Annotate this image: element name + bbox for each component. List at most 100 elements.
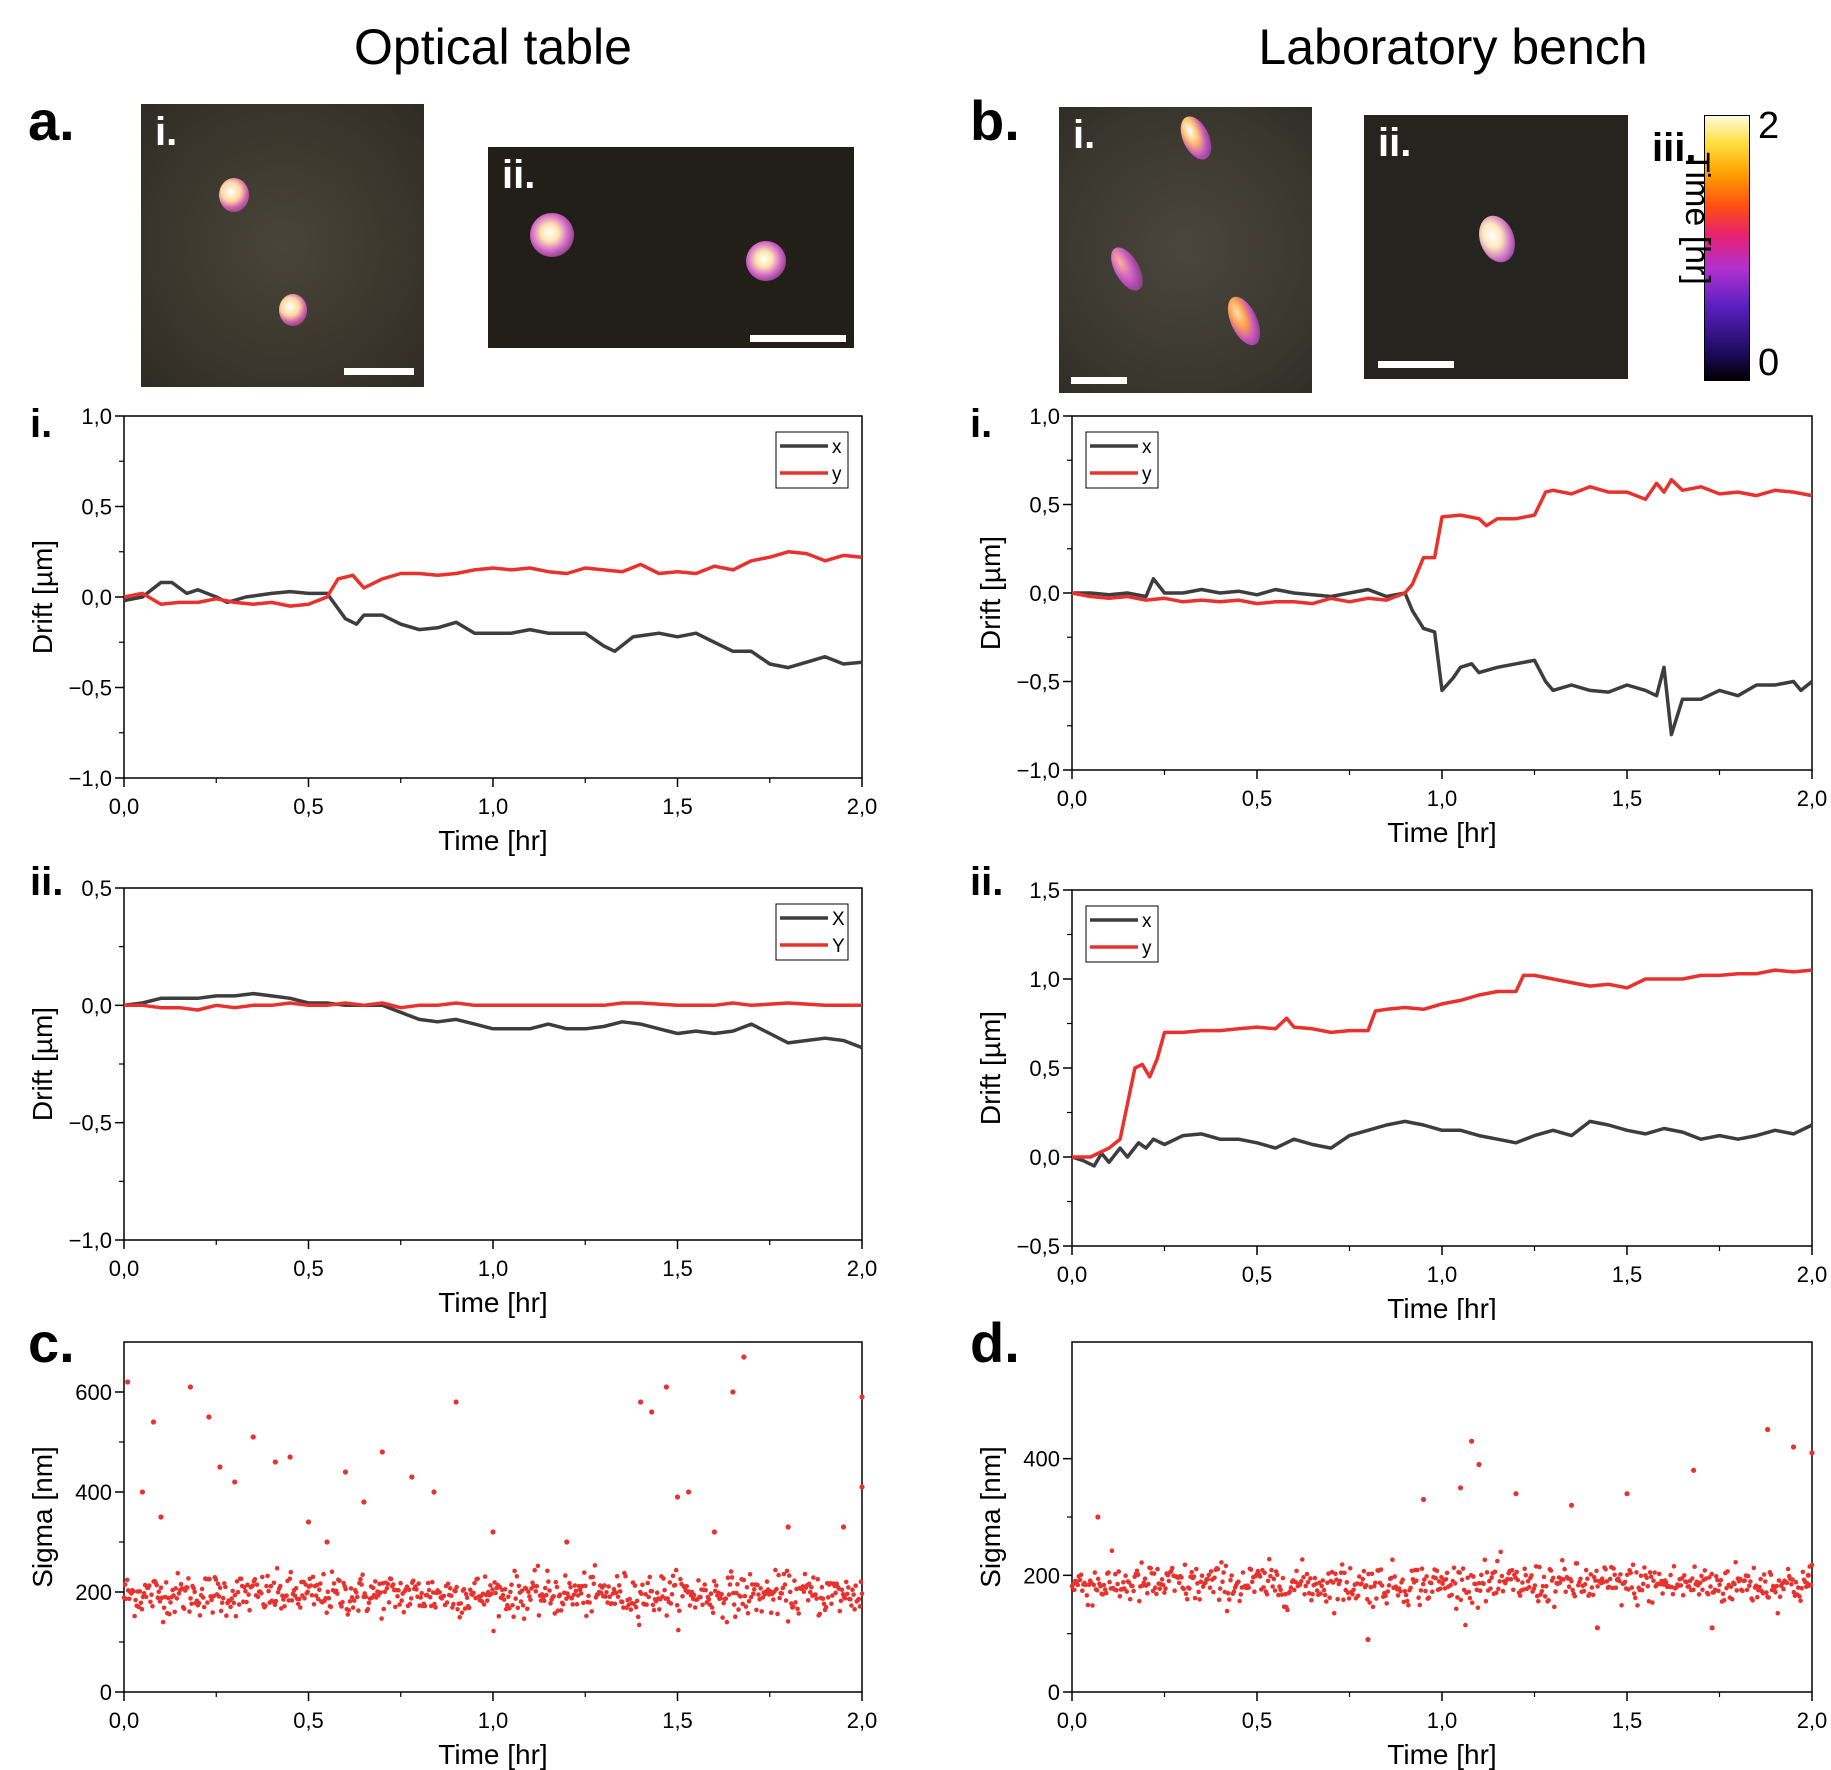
scatter-point (1166, 1578, 1172, 1584)
series-line-y (1071, 477, 1813, 606)
chart-a-ii: 0,0 0,5 1,0 1,5 2,0 −1,0 −0,5 0,0 0,5 Time [hr] Dr… (27, 876, 877, 1318)
scatter-point (1414, 1578, 1419, 1583)
scatter-point (1557, 1580, 1563, 1586)
legend-box (1085, 431, 1159, 489)
scatter-point (1498, 1549, 1503, 1555)
scatter-point (708, 1591, 714, 1596)
scatter-point (541, 1598, 547, 1603)
series-line-y (124, 1001, 862, 1012)
scatter-point (492, 1580, 497, 1585)
scatter-point (1768, 1572, 1774, 1577)
scatter-point (1155, 1566, 1160, 1572)
scatter-point (583, 1583, 588, 1589)
scatter-point (1151, 1571, 1157, 1576)
scatter-point (1103, 1590, 1109, 1596)
scale-bar (1071, 377, 1127, 384)
scatter-point (244, 1599, 249, 1605)
scatter-point (640, 1582, 645, 1588)
scatter-point (1798, 1598, 1803, 1604)
scatter-point (1072, 1587, 1077, 1593)
scatter-point (1763, 1579, 1768, 1584)
scatter-point (1570, 1587, 1575, 1593)
scatter-point (1314, 1588, 1320, 1593)
scatter-point (1593, 1578, 1598, 1583)
scatter-point (451, 1601, 456, 1607)
scatter-point (1517, 1593, 1523, 1598)
scatter-point (808, 1589, 813, 1595)
scatter-point (1540, 1583, 1546, 1589)
scatter-point (607, 1594, 612, 1599)
scatter-point (454, 1584, 459, 1590)
scale-bar (750, 335, 846, 342)
scatter-point (1216, 1597, 1222, 1603)
scatter-point (196, 1600, 202, 1606)
scatter-point (1476, 1580, 1482, 1586)
scatter-point (388, 1576, 394, 1582)
scatter-point (431, 1489, 437, 1495)
scatter-point (1668, 1572, 1673, 1578)
scatter-point (501, 1597, 507, 1602)
scatter-point (801, 1589, 807, 1594)
scatter-point (755, 1582, 760, 1588)
scatter-point (726, 1592, 732, 1597)
scatter-point (484, 1598, 490, 1603)
scatter-point (1776, 1578, 1782, 1583)
scatter-point (1692, 1564, 1697, 1569)
scatter-point (1476, 1461, 1482, 1468)
y-tick-label: 0,0 (81, 993, 112, 1018)
scatter-point (192, 1589, 197, 1595)
scatter-point (620, 1599, 625, 1605)
scatter-point (663, 1384, 670, 1390)
scatter-point (632, 1583, 638, 1588)
scatter-point (1625, 1572, 1630, 1578)
scatter-point (489, 1591, 494, 1597)
scatter-point (692, 1605, 698, 1610)
image-label-ii: ii. (502, 153, 536, 197)
scatter-point (453, 1588, 458, 1594)
scatter-point (1628, 1570, 1633, 1576)
scatter-point (1541, 1574, 1547, 1580)
scatter-point (1276, 1592, 1281, 1598)
scatter-point (1134, 1568, 1140, 1574)
scatter-point (573, 1588, 579, 1594)
scatter-point (461, 1587, 467, 1592)
scatter-point (288, 1569, 294, 1575)
scatter-point (1525, 1578, 1531, 1584)
scatter-point (1610, 1585, 1615, 1591)
particle (1174, 111, 1218, 165)
scatter-point (1139, 1560, 1144, 1565)
scatter-point (1747, 1583, 1752, 1588)
y-tick-label: 0,0 (1029, 581, 1060, 606)
scatter-point (651, 1607, 657, 1613)
scatter-point (1199, 1573, 1205, 1578)
scatter-point (122, 1582, 128, 1587)
scatter-point (466, 1605, 472, 1611)
scatter-point (201, 1604, 207, 1610)
scatter-point (1160, 1582, 1166, 1588)
scatter-point (1113, 1571, 1118, 1577)
scatter-point (1793, 1579, 1799, 1585)
scatter-point (275, 1590, 281, 1595)
scatter-point (197, 1613, 203, 1618)
scatter-point (848, 1596, 853, 1602)
scatter-point (1523, 1572, 1529, 1578)
scatter-point (1109, 1548, 1115, 1553)
x-tick-label: 0,5 (1242, 1708, 1273, 1733)
scatter-point (437, 1590, 443, 1595)
scatter-point (1183, 1591, 1189, 1596)
scatter-point (1344, 1580, 1350, 1585)
scatter-point (378, 1590, 383, 1595)
scatter-point (1799, 1586, 1804, 1591)
scatter-point (1755, 1594, 1760, 1600)
x-tick-label: 0,0 (109, 1256, 140, 1281)
plot-frame (123, 1341, 863, 1693)
scatter-point (730, 1389, 736, 1395)
scatter-point (1374, 1596, 1379, 1601)
scatter-point (1229, 1573, 1234, 1578)
scatter-point (1465, 1575, 1470, 1581)
scatter-point (1359, 1581, 1364, 1586)
scatter-point (158, 1585, 164, 1590)
y-tick-label: 200 (75, 1580, 112, 1605)
y-tick-label: 0 (1048, 1680, 1060, 1705)
scatter-point (1513, 1491, 1519, 1497)
